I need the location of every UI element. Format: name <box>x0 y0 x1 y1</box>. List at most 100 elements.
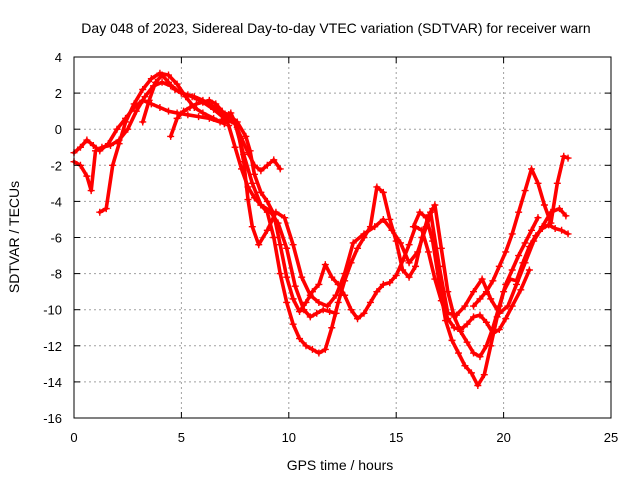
data-point <box>167 132 175 140</box>
data-point <box>553 179 561 187</box>
data-point <box>493 313 501 321</box>
y-tick-label: 2 <box>55 86 62 101</box>
data-point <box>508 266 516 274</box>
data-point <box>250 170 258 178</box>
data-point <box>87 187 95 195</box>
data-point <box>521 239 529 247</box>
data-point <box>487 342 495 350</box>
data-point <box>246 147 254 155</box>
data-point <box>165 71 173 79</box>
data-point <box>289 320 297 328</box>
y-axis-label: SDTVAR / TECUs <box>6 181 22 293</box>
data-point <box>480 371 488 379</box>
data-point <box>283 298 291 306</box>
data-series <box>70 69 572 390</box>
data-point <box>276 165 284 173</box>
data-point <box>291 282 299 290</box>
x-tick-label: 20 <box>496 430 510 445</box>
data-point <box>373 288 381 296</box>
data-point <box>530 237 538 245</box>
data-point <box>476 311 484 319</box>
data-point <box>416 208 424 216</box>
data-point <box>255 241 263 249</box>
data-point <box>244 183 252 191</box>
data-point <box>515 252 523 260</box>
data-point <box>431 201 439 209</box>
data-point <box>171 85 179 93</box>
data-point <box>233 118 241 126</box>
data-point <box>467 369 475 377</box>
chart-title: Day 048 of 2023, Sidereal Day-to-day VTE… <box>81 20 590 36</box>
data-point <box>502 248 510 256</box>
data-point <box>515 208 523 216</box>
data-point <box>263 226 271 234</box>
data-point <box>334 298 342 306</box>
data-point <box>528 165 536 173</box>
data-point <box>360 234 368 241</box>
y-tick-label: -4 <box>50 194 62 209</box>
data-point <box>152 78 160 86</box>
data-point <box>257 167 265 175</box>
data-point <box>289 241 297 249</box>
data-point <box>195 113 203 121</box>
data-point <box>302 342 310 350</box>
y-tick-label: -14 <box>43 375 62 390</box>
data-point <box>354 315 362 323</box>
data-point <box>225 122 233 130</box>
x-tick-label: 15 <box>389 430 403 445</box>
data-point <box>248 179 256 187</box>
x-tick-labels: 0 5 10 15 20 25 <box>70 430 618 445</box>
data-point <box>270 156 278 164</box>
data-point <box>564 154 572 162</box>
data-point <box>437 244 445 252</box>
data-point <box>281 214 289 222</box>
data-point <box>450 324 458 332</box>
series-track-8 <box>470 152 572 310</box>
series-track-4 <box>139 71 533 337</box>
y-tick-labels: -16 -14 -12 -10 -8 -6 -4 -2 0 2 4 <box>43 50 62 426</box>
data-point <box>562 212 570 220</box>
data-point <box>289 295 297 303</box>
data-point <box>392 271 400 279</box>
data-point <box>242 132 250 140</box>
data-point <box>147 75 155 83</box>
data-point <box>555 205 563 213</box>
data-point <box>506 275 514 283</box>
y-tick-label: 4 <box>55 50 62 65</box>
data-point <box>321 261 329 269</box>
data-point <box>521 187 529 195</box>
data-point <box>240 158 248 166</box>
data-point <box>231 143 239 151</box>
data-point <box>315 298 323 306</box>
data-point <box>495 326 503 334</box>
y-tick-label: -16 <box>43 411 62 426</box>
y-tick-label: 0 <box>55 122 62 137</box>
data-point <box>463 320 471 328</box>
data-point <box>399 266 407 274</box>
data-point <box>205 96 213 104</box>
data-point <box>173 80 181 88</box>
x-tick-label: 0 <box>70 430 77 445</box>
data-point <box>482 288 490 296</box>
data-point <box>218 107 226 115</box>
data-point <box>442 317 450 325</box>
data-point <box>476 295 484 303</box>
data-point <box>435 262 443 270</box>
data-point <box>186 104 194 112</box>
data-point <box>313 309 321 317</box>
x-tick-label: 25 <box>604 430 618 445</box>
data-point <box>212 100 220 108</box>
data-point <box>308 345 316 353</box>
data-point <box>405 273 413 281</box>
series-line <box>168 98 540 359</box>
data-point <box>98 143 106 151</box>
data-point <box>122 118 130 126</box>
data-point <box>422 214 430 222</box>
data-point <box>534 179 542 187</box>
data-point <box>452 311 460 319</box>
data-point <box>89 141 97 149</box>
data-point <box>470 288 478 296</box>
data-point <box>76 143 84 151</box>
data-point <box>448 336 456 344</box>
grid-lines <box>74 57 611 418</box>
